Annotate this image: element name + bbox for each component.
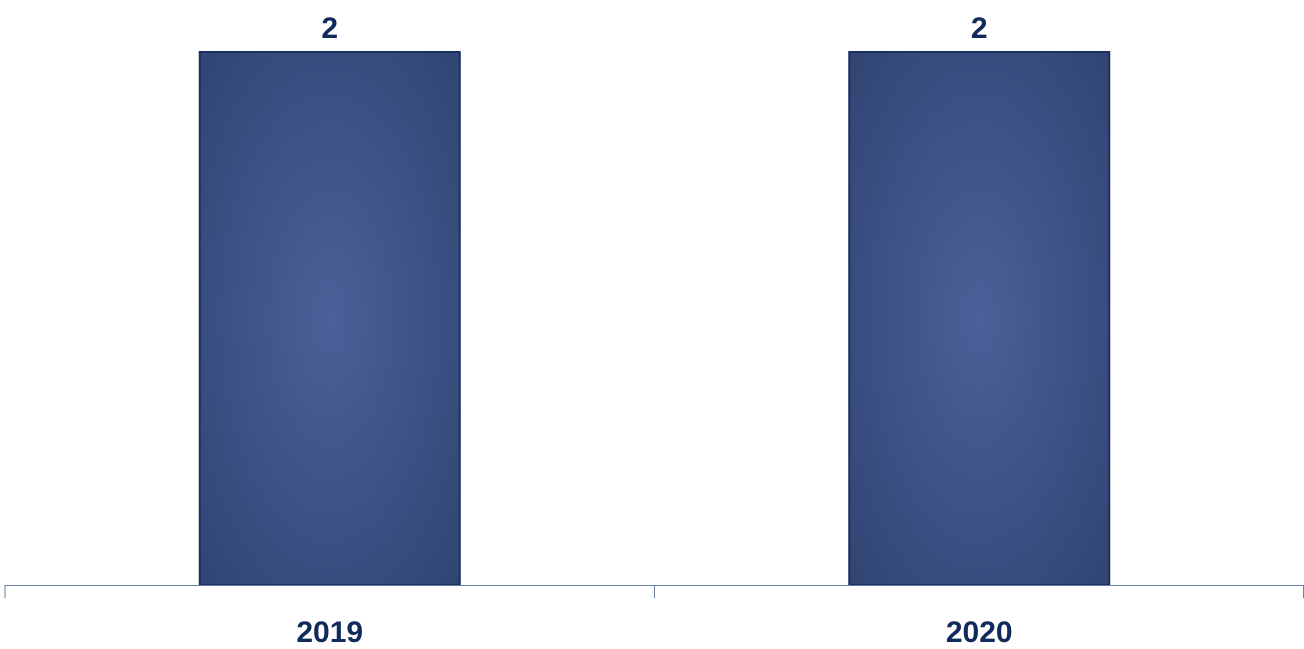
labels-layer: 2 2019 2 2020 <box>296 12 1012 649</box>
bar-2020 <box>848 51 1111 586</box>
bar-2019 <box>198 51 461 586</box>
x-axis <box>4 585 1304 598</box>
data-label-2020: 2 <box>971 12 988 45</box>
x-tick-label-2019: 2019 <box>296 616 363 649</box>
data-label-2019: 2 <box>321 12 338 45</box>
bars-layer <box>198 51 1111 586</box>
x-tick-label-2020: 2020 <box>946 616 1013 649</box>
